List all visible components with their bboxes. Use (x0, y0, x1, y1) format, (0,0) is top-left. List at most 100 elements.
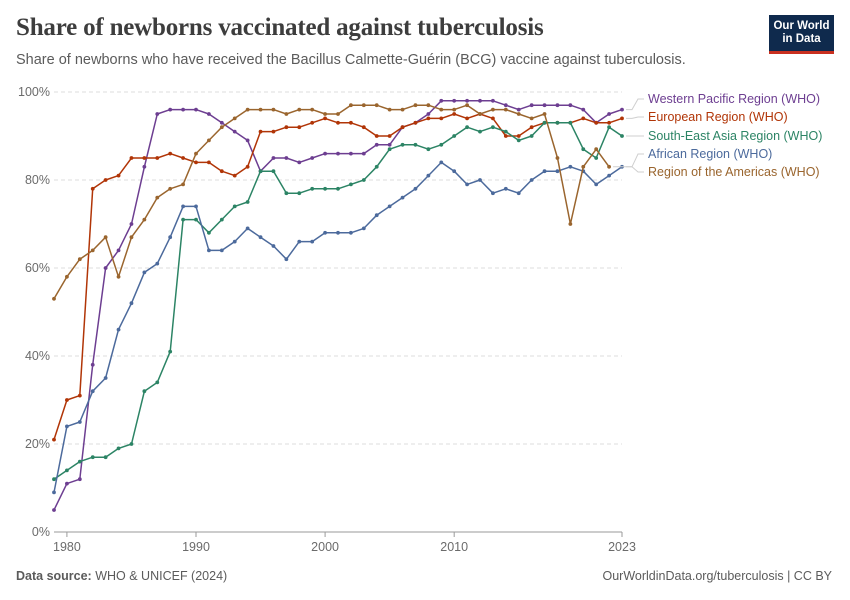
data-point (77, 459, 82, 464)
data-point (181, 156, 185, 160)
chart-title: Share of newborns vaccinated against tub… (16, 14, 544, 41)
legend-connector (626, 98, 644, 111)
data-point (555, 169, 560, 174)
data-point (181, 107, 185, 112)
data-point (529, 103, 534, 108)
data-point (232, 204, 237, 209)
data-point (426, 173, 431, 178)
data-point (194, 151, 198, 156)
data-point (103, 455, 108, 460)
data-point (323, 151, 327, 156)
data-point (568, 164, 573, 169)
data-point (491, 98, 495, 103)
data-point (452, 112, 457, 116)
data-point (52, 296, 56, 301)
data-point (413, 120, 418, 125)
logo-line-1: Our World (773, 20, 830, 32)
data-point (116, 173, 121, 178)
data-point (77, 420, 82, 424)
logo-line-2: in Data (782, 33, 821, 45)
data-point (116, 248, 121, 253)
data-point (297, 125, 302, 130)
data-point (258, 107, 263, 112)
data-point (516, 191, 521, 196)
legend-connector (613, 166, 644, 173)
data-point (465, 182, 469, 187)
data-point (129, 222, 134, 226)
data-point (168, 349, 173, 354)
data-point (607, 173, 611, 178)
data-point (503, 107, 508, 112)
series-line-4 (53, 161, 623, 493)
data-point (310, 186, 315, 191)
footer-link[interactable]: OurWorldinData.org/tuberculosis | CC BY (602, 569, 833, 583)
data-point (439, 160, 444, 165)
data-point (478, 129, 482, 134)
data-source-value[interactable]: WHO & UNICEF (2024) (95, 569, 228, 583)
data-point (516, 107, 521, 112)
data-point (349, 230, 353, 235)
data-point (361, 226, 366, 231)
data-point (232, 173, 237, 178)
owid-logo[interactable]: Our World in Data (769, 15, 834, 54)
data-point (439, 142, 444, 147)
data-point (129, 235, 134, 240)
data-point (297, 107, 302, 112)
data-point (349, 182, 353, 187)
data-point (400, 125, 405, 130)
data-point (77, 477, 82, 482)
x-tick-label: 1990 (182, 540, 210, 554)
data-point (387, 134, 392, 138)
data-point (142, 164, 147, 169)
x-tick-label: 2000 (311, 540, 339, 554)
data-point (52, 490, 56, 495)
data-point (155, 156, 160, 160)
data-point (245, 107, 250, 112)
data-point (232, 116, 237, 121)
data-point (245, 138, 250, 143)
data-point (374, 103, 379, 108)
data-point (232, 129, 237, 134)
legend-connector (626, 153, 644, 168)
data-point (297, 160, 302, 165)
data-point (581, 147, 586, 152)
data-point (65, 481, 69, 486)
data-point (400, 195, 405, 200)
data-source-label: Data source: (16, 569, 92, 583)
data-point (581, 116, 586, 121)
data-point (336, 112, 340, 116)
data-point (168, 186, 173, 191)
data-point (181, 182, 185, 187)
data-point (361, 178, 366, 182)
data-point (374, 213, 379, 218)
data-point (361, 103, 366, 108)
data-point (297, 191, 302, 196)
data-point (297, 239, 302, 244)
data-point (452, 169, 457, 174)
data-point (439, 116, 444, 121)
data-point (426, 116, 431, 121)
data-point (336, 120, 340, 125)
data-point (310, 156, 315, 160)
data-point (620, 116, 624, 121)
data-point (103, 376, 108, 380)
legend-label-3: South-East Asia Region (WHO) (648, 129, 822, 143)
data-point (568, 222, 573, 226)
data-point (452, 134, 457, 138)
data-point (142, 270, 147, 275)
data-point (155, 112, 160, 116)
data-point (323, 116, 327, 121)
data-point (426, 103, 431, 108)
x-tick-label: 1980 (53, 540, 81, 554)
data-point (555, 120, 560, 125)
series-line-5 (53, 104, 610, 300)
data-point (181, 204, 185, 209)
data-point (465, 125, 469, 130)
legend-label-2: European Region (WHO) (648, 110, 788, 124)
data-point (194, 107, 198, 112)
data-point (620, 107, 624, 112)
data-point (581, 164, 586, 169)
data-point (207, 248, 211, 253)
data-point (581, 107, 586, 112)
